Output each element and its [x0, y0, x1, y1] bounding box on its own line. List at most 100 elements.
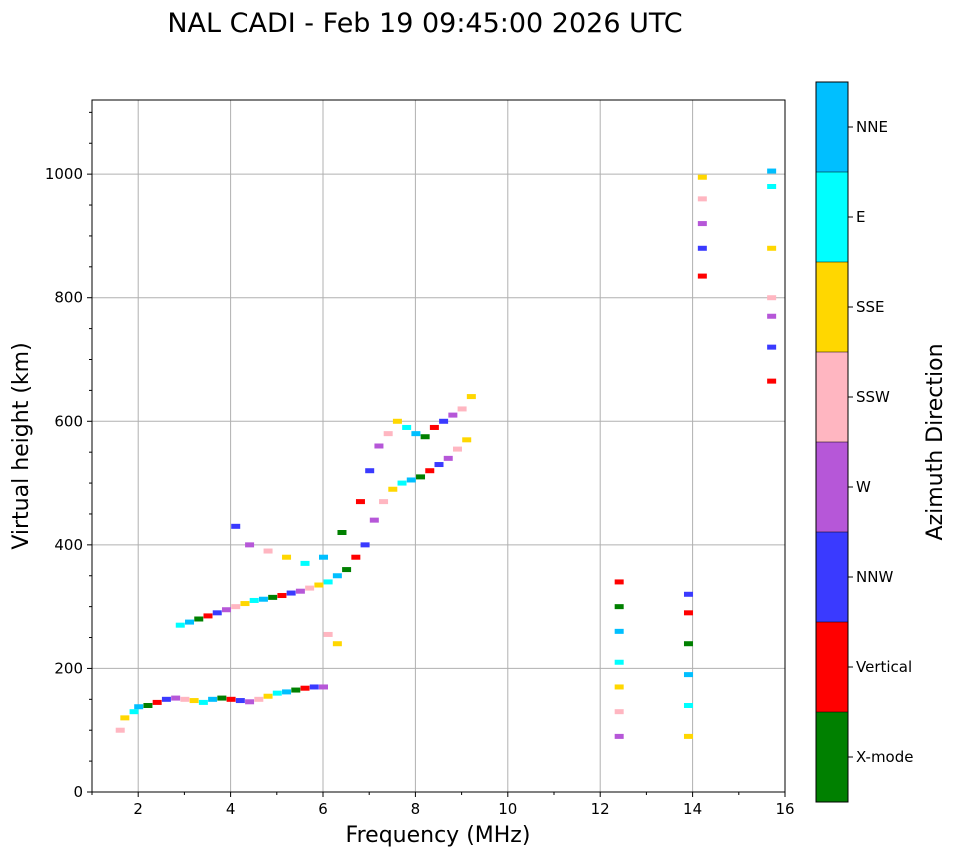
y-tick-label: 0 [73, 783, 83, 801]
echo-point [115, 727, 125, 733]
echo-point [249, 597, 259, 603]
echo-point [448, 412, 458, 418]
echo-point [683, 610, 693, 616]
echo-point [198, 699, 208, 705]
colorbar-segment [816, 352, 848, 442]
echo-point [379, 499, 389, 505]
echo-point [697, 196, 707, 202]
echo-point [208, 696, 218, 702]
colorbar-segment [816, 622, 848, 712]
colorbar-tick-label: E [856, 208, 865, 226]
y-tick-label: 800 [54, 289, 83, 307]
echo-point [351, 554, 361, 560]
echo-point [291, 687, 301, 693]
y-tick-label: 200 [54, 659, 83, 677]
colorbar-tick-label: X-mode [856, 748, 913, 766]
colorbar-tick-label: SSE [856, 298, 885, 316]
colorbar-frame [815, 81, 849, 803]
y-tick-label: 600 [54, 412, 83, 430]
echo-point [614, 659, 624, 665]
colorbar-segment [816, 82, 848, 172]
echo-point [314, 582, 324, 588]
echo-point [300, 560, 310, 566]
echo-point [683, 672, 693, 678]
echo-point [323, 631, 333, 637]
echo-point [305, 585, 315, 591]
plot-frame [91, 99, 786, 793]
echo-point [402, 424, 412, 430]
echo-point [697, 221, 707, 227]
echo-point [683, 641, 693, 647]
echo-point [189, 698, 199, 704]
echo-point [767, 378, 777, 384]
echo-point [231, 523, 241, 529]
echo-point [683, 703, 693, 708]
echo-point [683, 591, 693, 597]
x-tick-label: 16 [775, 800, 794, 818]
echo-point [443, 455, 453, 461]
echo-point [614, 604, 624, 610]
echo-point [171, 695, 181, 701]
echo-point [452, 446, 462, 452]
x-tick-label: 4 [226, 800, 236, 818]
colorbar: X-mode Vertical NNW W SSW SSE E NNE [815, 81, 913, 803]
echo-point [388, 486, 398, 492]
echo-point [221, 607, 231, 613]
x-tick-label: 2 [133, 800, 143, 818]
echo-point [185, 619, 195, 625]
echo-point [258, 596, 268, 602]
echo-point [466, 394, 476, 400]
plot-background [92, 100, 785, 792]
y-tick-label: 400 [54, 536, 83, 554]
echo-point [245, 699, 255, 705]
echo-point [143, 703, 153, 708]
echo-point [614, 579, 624, 585]
echo-point [683, 733, 693, 739]
grid-lines [92, 100, 786, 793]
echo-point [355, 499, 365, 505]
echo-point [416, 474, 426, 480]
echo-point [240, 601, 250, 607]
echo-point [212, 610, 222, 616]
echo-point [365, 468, 375, 474]
colorbar-segment [816, 172, 848, 262]
echo-point [697, 245, 707, 251]
echo-point [282, 689, 292, 695]
echo-point [767, 313, 777, 319]
echo-point [272, 690, 282, 696]
colorbar-tick-label: NNE [856, 118, 888, 136]
echo-point [323, 579, 333, 585]
echo-point [767, 184, 777, 189]
x-tick-label: 12 [591, 800, 610, 818]
echo-point [309, 684, 319, 690]
y-axis-label: Virtual height (km) [9, 342, 34, 549]
echo-point [277, 593, 287, 599]
echo-point [337, 530, 347, 535]
echo-point [457, 406, 467, 412]
echo-point [263, 548, 273, 554]
x-axis: 2 4 6 8 10 12 14 16 [91, 792, 795, 818]
echo-point [194, 616, 204, 622]
echo-point [614, 684, 624, 690]
echo-point [439, 418, 449, 424]
echo-point [319, 554, 328, 560]
echo-point [374, 443, 384, 449]
echo-point [342, 567, 352, 573]
echo-point [263, 693, 273, 699]
echo-point [120, 715, 130, 721]
echo-point [180, 696, 190, 702]
echo-points [115, 168, 777, 739]
x-tick-label: 10 [498, 800, 517, 818]
y-tick-label: 1000 [45, 165, 83, 183]
echo-point [161, 696, 171, 702]
echo-point [397, 480, 407, 486]
echo-point [319, 684, 328, 690]
colorbar-tick-label: W [856, 478, 871, 496]
echo-point [614, 733, 624, 739]
echo-point [152, 699, 162, 705]
echo-point [282, 554, 292, 560]
echo-point [697, 174, 707, 180]
echo-point [697, 273, 707, 279]
echo-point [392, 418, 402, 424]
